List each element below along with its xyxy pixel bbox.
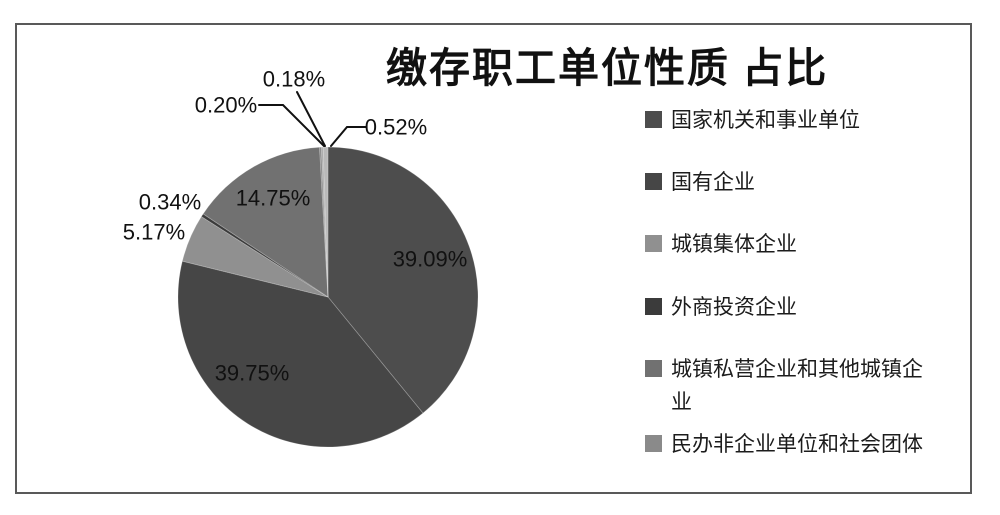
data-label-0: 39.09% [393,247,468,272]
pie-slice-4 [202,146,329,298]
legend-item-1: 国有企业 [645,166,960,199]
legend-swatch-icon [645,298,662,315]
legend-swatch-icon [645,435,662,452]
legend-label: 城镇私营企业和其他城镇企业 [671,358,923,414]
pie-slice-1 [177,260,424,448]
pie-slice-3 [200,213,329,298]
legend-item-0: 国家机关和事业单位 [645,104,960,137]
legend-label: 外商投资企业 [671,296,797,319]
chart-title: 缴存职工单位性质 占比 [386,45,829,91]
legend-item-4: 城镇私营企业和其他城镇企业 [645,353,960,419]
legend-swatch-icon [645,173,662,190]
label-leader-line-5 [258,104,325,147]
data-label-1: 39.75% [215,361,290,386]
label-leader-line-6 [296,91,326,147]
legend-swatch-icon [645,111,662,128]
legend-item-5: 民办非企业单位和社会团体 [645,428,960,461]
legend-item-2: 城镇集体企业 [645,228,960,261]
legend-item-3: 外商投资企业 [645,291,960,324]
legend-label: 国家机关和事业单位 [671,109,860,132]
pie-slice-0 [327,146,479,414]
chart-border-frame [15,23,972,494]
legend-swatch-icon [645,235,662,252]
legend-swatch-icon [645,360,662,377]
data-label-2: 5.17% [123,220,185,245]
legend: 国家机关和事业单位 国有企业城镇集体企业 外商投资企业城镇私营企业和其他城镇企业民办… [645,0,965,515]
legend-label: 城镇集体企业 [671,233,797,256]
data-label-3: 0.34% [139,190,201,215]
label-leader-line-7 [330,126,367,147]
pie-slice-5 [319,146,329,298]
legend-label: 民办非企业单位和社会团体 [671,433,923,456]
legend-label: 国有企业 [671,171,755,194]
pie-slice-7 [322,146,329,298]
data-label-7: 0.52% [365,115,427,140]
data-label-6: 0.18% [263,67,325,92]
pie-slice-2 [181,215,329,298]
data-label-4: 14.75% [236,186,311,211]
pie-slice-6 [320,146,329,298]
data-label-5: 0.20% [195,93,257,118]
